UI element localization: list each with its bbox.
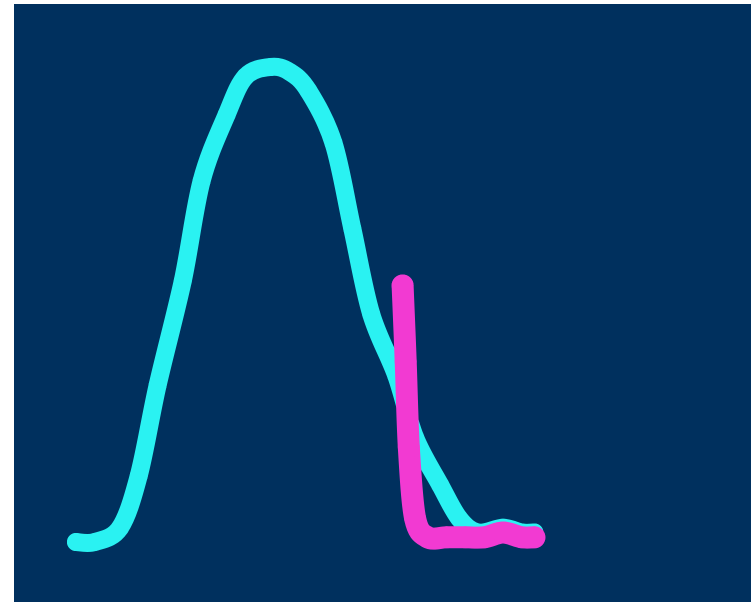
- chart-svg: [14, 4, 751, 602]
- series-2-point-2: [394, 350, 417, 373]
- series-1-point-3: [111, 518, 129, 537]
- series-1-point-5: [148, 376, 167, 395]
- series-1-point-13: [324, 134, 343, 152]
- series-1-point-8: [217, 105, 236, 124]
- series-1-point-9: [236, 67, 255, 86]
- series-1-point-18: [431, 476, 450, 494]
- series-1-point-7: [192, 172, 211, 190]
- series-1-point-1: [67, 533, 85, 551]
- series-1-point-10: [261, 58, 280, 76]
- series-1-point-14: [343, 219, 362, 238]
- series-2-point-1: [391, 274, 414, 297]
- series-1-point-2: [85, 533, 104, 551]
- series-2-point-6: [435, 526, 458, 549]
- series-1-point-19: [450, 509, 469, 528]
- series-2-point-5: [416, 526, 439, 549]
- series-1-point-15: [362, 305, 381, 323]
- series-2-point-8: [473, 526, 496, 549]
- series-layer: [67, 57, 546, 553]
- series-1-point-6: [173, 271, 192, 290]
- series-2-point-7: [454, 526, 477, 549]
- plot-area: [14, 4, 751, 602]
- series-1-point-4: [129, 466, 148, 485]
- series-2-point-11: [523, 526, 546, 549]
- series-1-point-11: [280, 62, 299, 81]
- series-2-point-4: [404, 507, 427, 530]
- series-2-point-3: [397, 436, 420, 458]
- series-2-point-9: [492, 521, 514, 544]
- series-1-point-12: [299, 81, 318, 100]
